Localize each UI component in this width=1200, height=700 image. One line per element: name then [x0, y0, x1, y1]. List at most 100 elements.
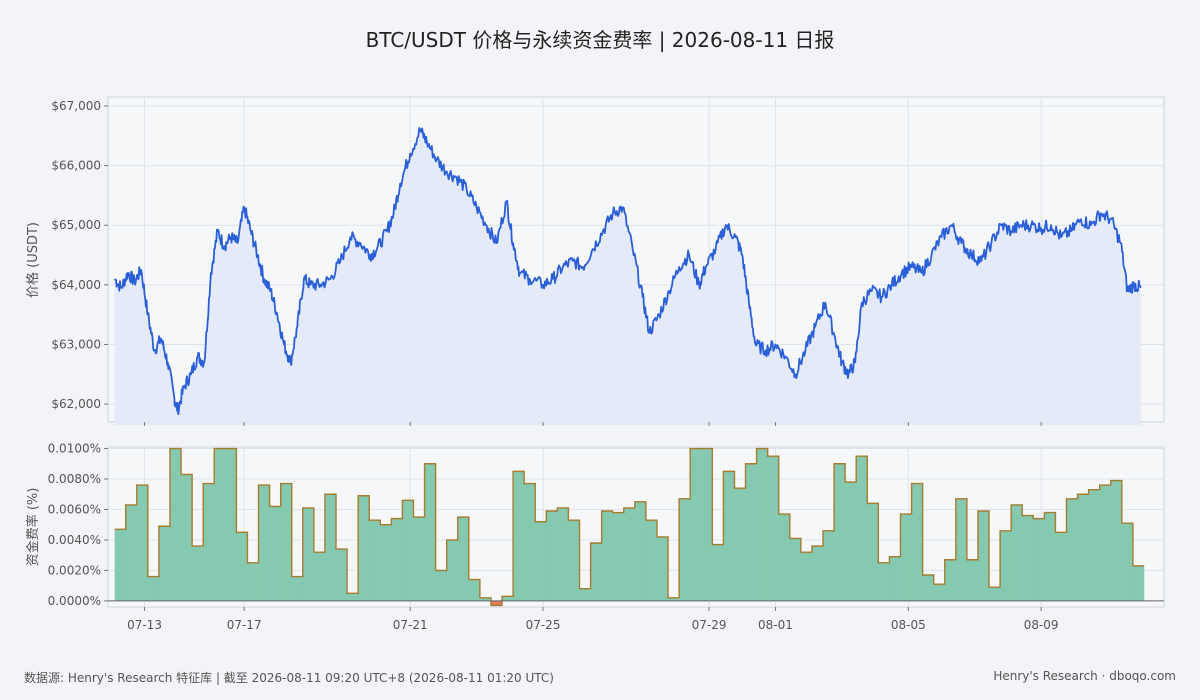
funding-y-tick-label: 0.0080%	[48, 472, 101, 486]
funding-bar	[1022, 515, 1034, 601]
funding-bar	[601, 511, 614, 601]
price-line	[113, 127, 1142, 416]
funding-bar	[767, 456, 780, 601]
funding-bar	[944, 559, 957, 601]
x-axis: 07-13 07-17 07-21 07-25 07-29 08-01 08-05 08-09	[127, 607, 1059, 632]
funding-bar	[347, 593, 359, 601]
funding-y-tick-label: 0.0040%	[48, 533, 101, 547]
funding-y-tick-label: 0.0060%	[48, 502, 101, 516]
funding-bar	[922, 575, 934, 601]
funding-bar	[557, 507, 569, 601]
funding-bar	[811, 546, 824, 601]
funding-bar	[645, 520, 658, 601]
price-y-tick-label: $65,000	[51, 218, 101, 232]
funding-bar	[225, 448, 237, 601]
funding-bar	[800, 552, 813, 601]
funding-bars	[114, 448, 1145, 606]
funding-bar	[435, 570, 447, 601]
funding-y-tick-label: 0.0000%	[48, 594, 101, 608]
funding-bar	[324, 494, 337, 601]
funding-bar	[524, 483, 536, 601]
funding-bar	[1110, 480, 1123, 601]
funding-bar	[236, 532, 248, 601]
funding-bar	[1033, 518, 1045, 601]
funding-bar	[1044, 512, 1056, 601]
funding-bar	[158, 526, 171, 601]
funding-bar	[1066, 498, 1078, 601]
funding-bar	[513, 471, 525, 601]
funding-bar	[845, 482, 857, 601]
price-area	[114, 128, 1141, 425]
funding-bar	[1000, 530, 1012, 601]
funding-bar	[214, 448, 226, 601]
price-y-tick-label: $62,000	[51, 397, 101, 411]
funding-bar	[889, 556, 901, 601]
funding-y-axis: 0.0000% 0.0020% 0.0040% 0.0060% 0.0080% 0.010…	[48, 442, 108, 608]
funding-step-outline	[114, 447, 1144, 607]
funding-bar	[269, 506, 281, 601]
price-y-axis: $62,000 $63,000 $64,000 $65,000 $66,000 $67,0…	[51, 99, 108, 411]
funding-bar	[1055, 532, 1067, 601]
funding-bar	[701, 448, 713, 601]
funding-bar	[502, 596, 514, 601]
funding-bar	[490, 600, 503, 606]
funding-bar	[479, 597, 492, 601]
funding-bar	[634, 501, 647, 601]
funding-bar	[468, 579, 481, 601]
funding-bar	[402, 500, 414, 601]
funding-bar	[258, 485, 270, 601]
funding-y-tick-label: 0.0020%	[48, 563, 101, 577]
funding-bar	[535, 521, 547, 601]
funding-bar	[612, 512, 625, 601]
funding-bar	[590, 543, 602, 601]
funding-bar	[169, 448, 182, 601]
funding-bar	[955, 498, 968, 601]
funding-bar	[413, 517, 425, 601]
price-y-tick-label: $63,000	[51, 337, 101, 351]
funding-bar	[546, 511, 558, 601]
funding-bar	[856, 456, 868, 601]
funding-bar	[823, 530, 835, 601]
funding-bar	[391, 518, 403, 601]
x-tick-label: 07-13	[127, 618, 162, 632]
x-tick-label: 08-01	[758, 618, 793, 632]
funding-bar	[977, 511, 990, 601]
funding-bar	[457, 517, 470, 601]
funding-bar	[181, 474, 193, 601]
funding-bar	[878, 562, 890, 601]
funding-bar	[424, 463, 436, 601]
funding-bar	[136, 485, 149, 601]
funding-bar	[369, 520, 381, 601]
x-tick-label: 07-21	[393, 618, 428, 632]
funding-bar	[756, 448, 768, 601]
x-tick-label: 08-05	[891, 618, 926, 632]
funding-bar	[446, 539, 459, 601]
funding-y-tick-label: 0.0100%	[48, 442, 101, 456]
funding-bar	[114, 529, 127, 601]
funding-bar	[900, 514, 912, 601]
funding-bar	[778, 514, 791, 601]
funding-bar	[147, 576, 160, 601]
x-tick-label: 07-29	[692, 618, 727, 632]
funding-bar	[247, 562, 259, 601]
funding-bar	[280, 483, 293, 601]
funding-bar	[1077, 494, 1089, 601]
price-y-tick-label: $64,000	[51, 278, 101, 292]
x-tick-label: 08-09	[1024, 618, 1059, 632]
footer-brand: Henry's Research · dboqo.com	[993, 669, 1176, 683]
funding-bar	[1088, 489, 1100, 601]
funding-bar	[712, 544, 724, 601]
funding-bar	[656, 536, 669, 601]
funding-bar	[734, 488, 746, 601]
funding-bar	[358, 495, 370, 601]
funding-bar	[313, 552, 326, 601]
funding-bar	[1132, 565, 1145, 601]
funding-bar	[579, 588, 591, 601]
funding-bar	[203, 483, 215, 601]
funding-bar	[745, 463, 757, 601]
funding-bar	[568, 520, 580, 601]
funding-bar	[336, 549, 348, 601]
funding-bar	[966, 559, 979, 601]
